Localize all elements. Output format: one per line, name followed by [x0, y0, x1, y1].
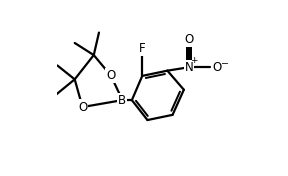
Text: −: − — [221, 58, 230, 67]
Text: +: + — [190, 56, 197, 65]
Text: O: O — [184, 33, 194, 46]
Text: N: N — [185, 61, 194, 74]
Text: O: O — [213, 61, 222, 74]
Text: B: B — [118, 94, 126, 107]
Text: O: O — [107, 69, 116, 82]
Text: F: F — [139, 42, 145, 55]
Text: O: O — [78, 100, 87, 114]
